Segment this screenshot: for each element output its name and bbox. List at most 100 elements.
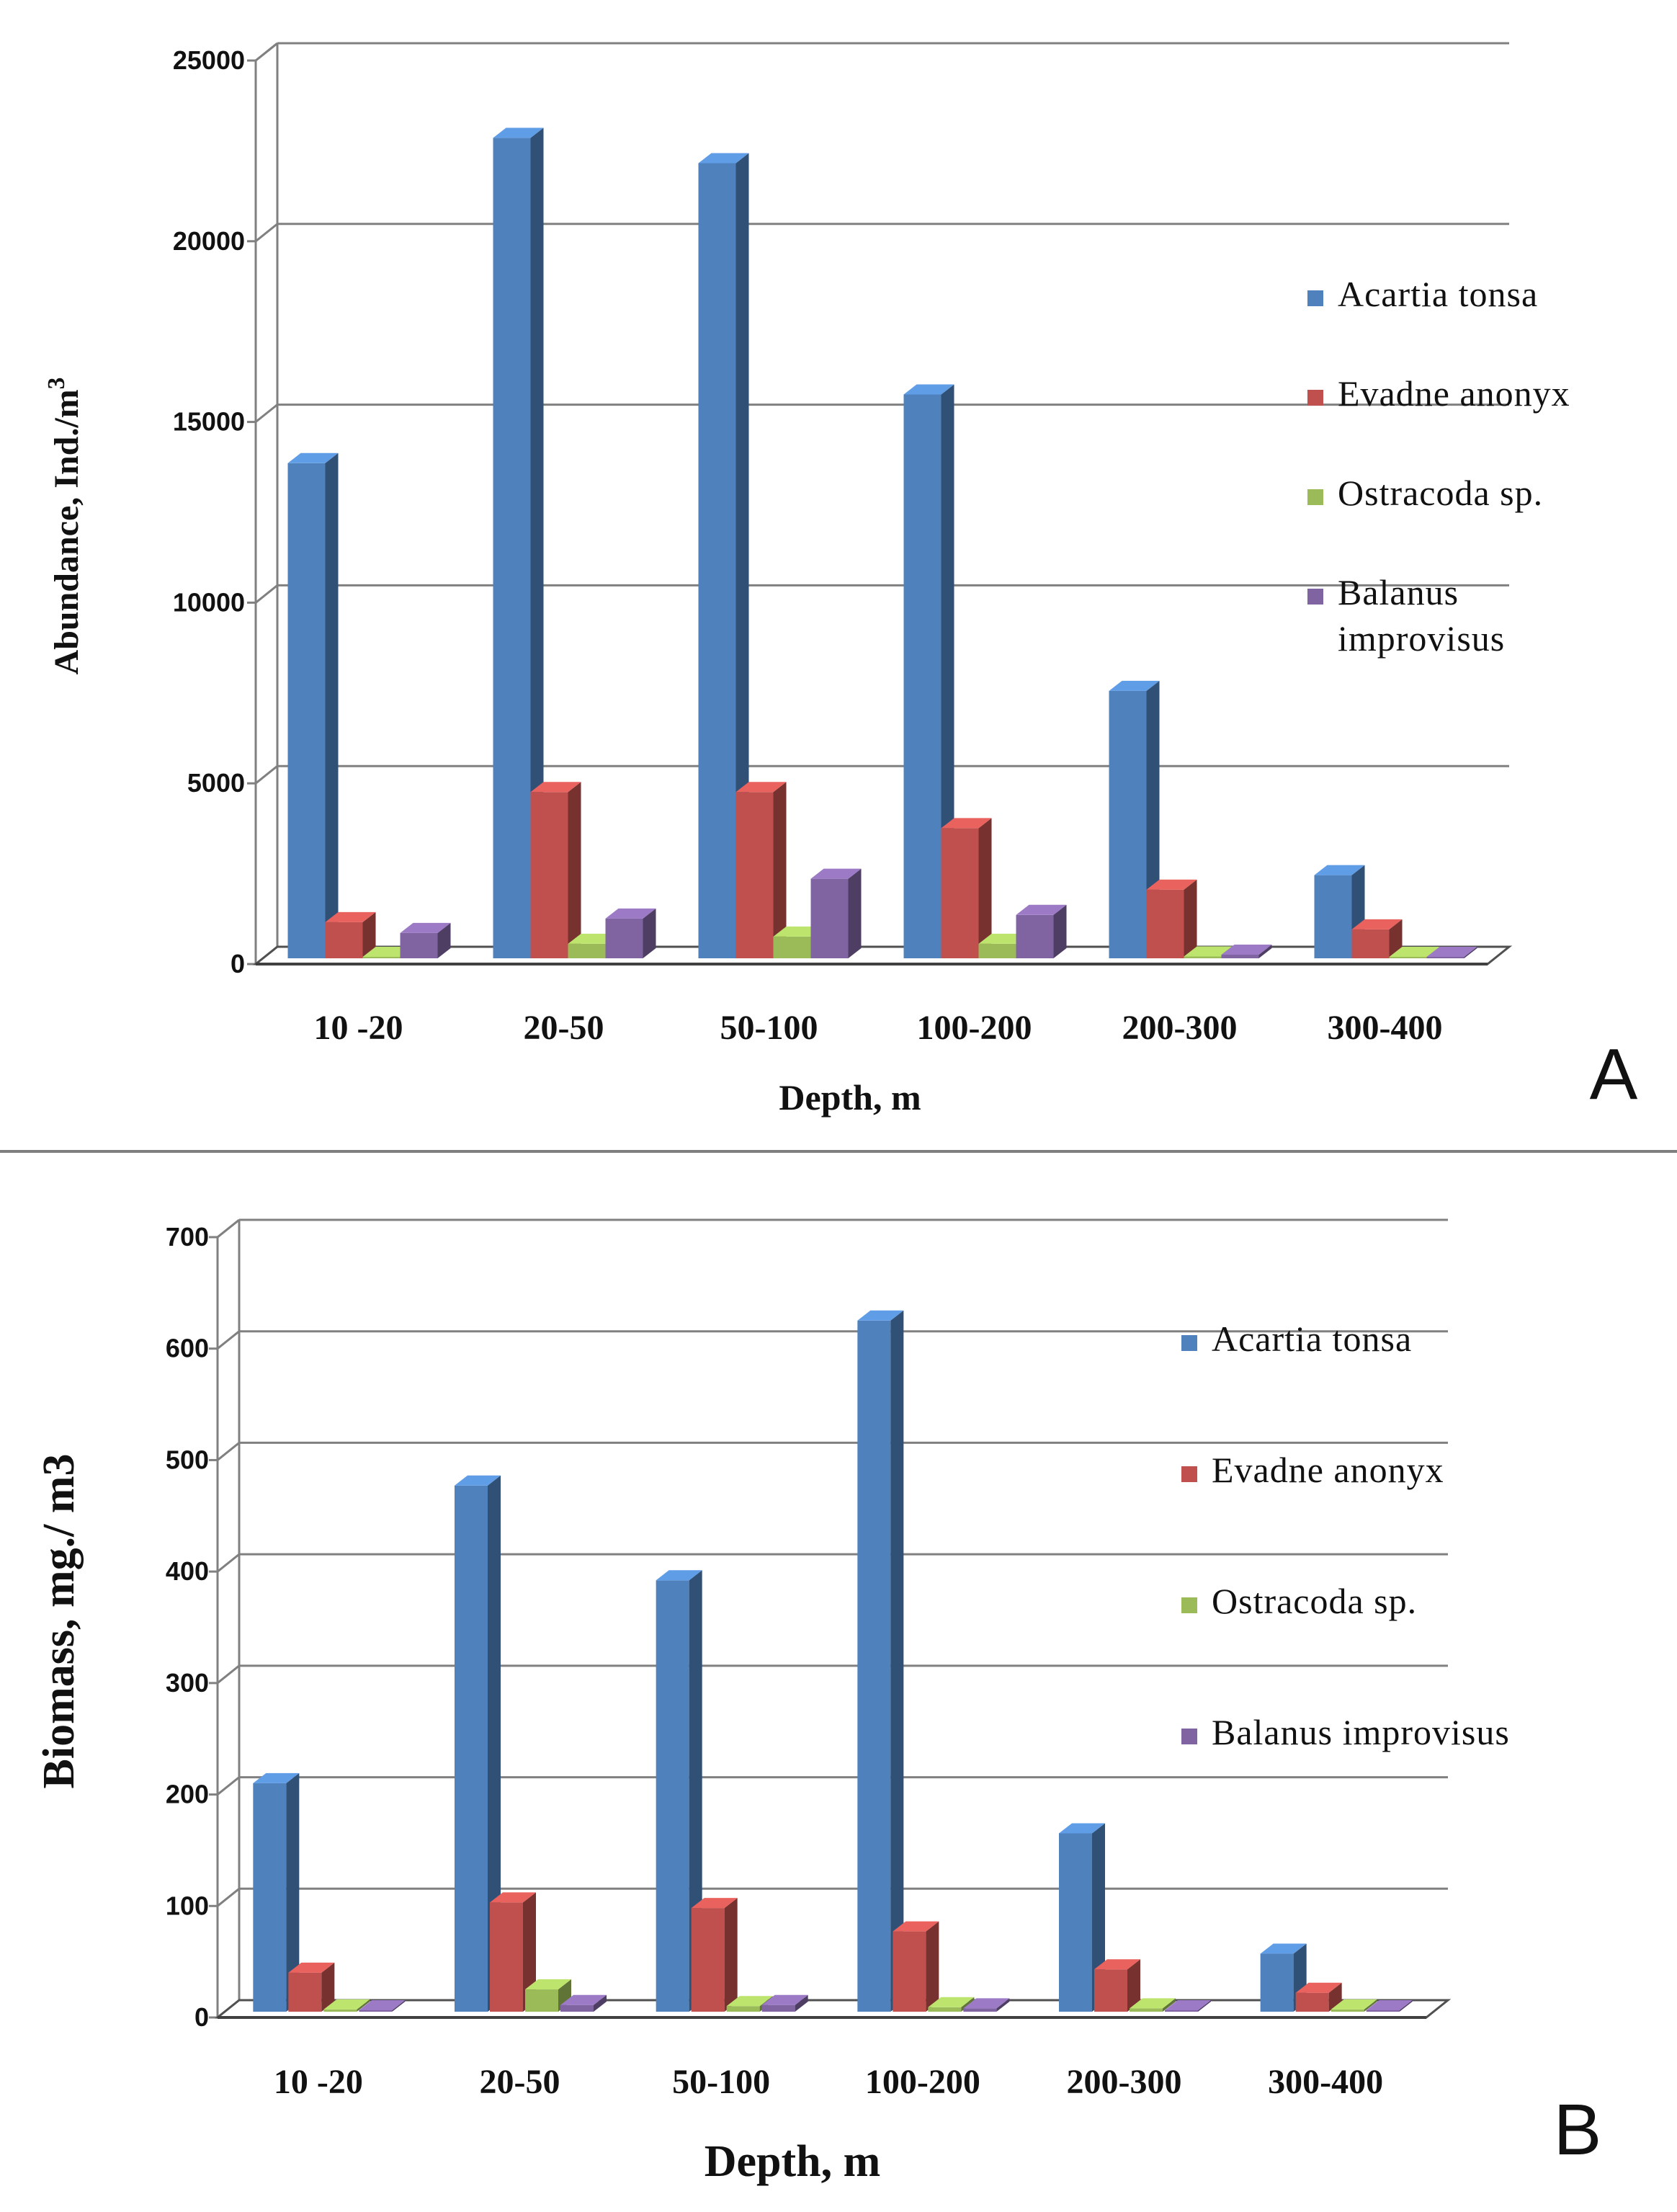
bar-front [761,2004,795,2012]
bar-top [1016,904,1067,915]
bar-front [1260,1953,1294,2012]
bar-top [761,1994,808,2005]
bar-top [1165,2000,1211,2010]
bar-top [1351,919,1403,929]
bar-acartia-tonsa-3 [698,153,749,959]
legend-item-evadne-anonyx: Evadne anonyx [1181,1450,1444,1490]
bar-front [253,1783,287,2012]
y-tick-label: 700 [166,1222,209,1252]
bar-balanus-improvisus-4 [1016,904,1067,958]
legend-swatch [1181,1597,1197,1613]
bar-acartia-tonsa-2 [455,1475,501,2012]
bar-front [928,2007,962,2012]
y-axis-label: Abundance, Ind./m3 [43,378,86,675]
bar-acartia-tonsa-5 [1059,1823,1105,2012]
legend-item-evadne-anonyx: Evadne anonyx [1307,373,1570,414]
bar-top [1389,947,1440,957]
bar-top [903,384,954,395]
bar-front [810,878,849,958]
bar-balanus-improvisus-3 [810,868,862,958]
bar-front [1331,2009,1364,2012]
panel-label: A [1590,1034,1638,1115]
bar-top [1366,2000,1413,2010]
x-axis-label: Depth, m [705,2137,881,2186]
legend-item-ostracoda-sp-: Ostracoda sp. [1307,473,1542,513]
bar-side [735,153,749,959]
bar-acartia-tonsa-3 [656,1570,702,2012]
bar-top [691,1898,738,1909]
gridline-wall [217,1664,240,1685]
bar-evadne-anonyx-2 [530,782,581,958]
y-tick-label: 200 [166,1780,209,1809]
legend-item-ostracoda-sp-: Ostracoda sp. [1181,1581,1417,1621]
bar-top [359,2000,406,2010]
y-tick-label: 5000 [187,768,245,798]
bar-top [325,911,376,922]
bar-top [323,1999,370,2010]
bar-front [1366,2010,1400,2012]
x-tick-label: 10 -20 [314,1009,403,1047]
bar-top [1094,1959,1140,1970]
bar-balanus-improvisus-3 [761,1994,808,2012]
bar-front [359,2010,393,2012]
y-tick-label: 25000 [173,45,245,75]
legend-item-acartia-tonsa: Acartia tonsa [1307,274,1537,314]
y-tick-label: 600 [166,1334,209,1363]
bar-evadne-anonyx-6 [1295,1982,1342,2012]
y-tick-label: 20000 [173,226,245,256]
bar-top [560,1994,607,2005]
bar-top [698,153,749,164]
legend-label: Acartia tonsa [1212,1319,1412,1359]
x-tick-label: 50-100 [672,2063,770,2101]
legend-label: Balanus improvisus [1212,1712,1510,1752]
legend-label: Ostracoda sp. [1212,1581,1417,1621]
bar-evadne-anonyx-5 [1146,879,1197,958]
bar-side [978,818,992,958]
bar-front [1389,957,1427,958]
bar-top [963,1998,1010,2009]
bar-front [857,1320,891,2012]
bar-top [455,1475,501,1486]
x-tick-label: 10 -20 [274,2063,363,2101]
bar-front [605,918,643,958]
bar-evadne-anonyx-5 [1094,1959,1140,2012]
bar-side [996,1998,1010,2012]
bar-side [1258,944,1272,958]
y-tick-label: 500 [166,1445,209,1474]
bar-balanus-improvisus-4 [963,1998,1010,2012]
bar-acartia-tonsa-6 [1260,1943,1307,2012]
panel-label: B [1554,2090,1602,2170]
bar-top [941,818,992,829]
legend-item-balanus-improvisus: Balanus improvisus [1181,1712,1510,1752]
bar-balanus-improvisus-6 [1366,2000,1413,2012]
bar-side [594,1994,607,2012]
bar-front [963,2008,997,2012]
x-tick-label: 20-50 [480,2063,560,2101]
bar-ostracoda-sp--6 [1331,1999,1377,2012]
bar-side [325,452,339,958]
gridline-wall [255,42,278,62]
bar-top [605,908,656,919]
bar-front [362,957,401,958]
bar-front [691,1908,725,2012]
bar-top [288,1962,335,1973]
bar-front [1165,2010,1198,2012]
y-tick-label: 0 [231,949,245,978]
gridline-wall [217,1553,240,1573]
bar-front [893,1931,926,2012]
bar-top [1221,944,1272,955]
bar-acartia-tonsa-5 [1109,680,1160,958]
y-tick-label: 0 [194,2002,209,2032]
bar-top [1146,879,1197,890]
bar-front [1109,690,1147,958]
bar-balanus-improvisus-5 [1221,944,1272,958]
bar-front [288,1972,322,2012]
bar-front [1059,1833,1092,2012]
legend-swatch [1307,489,1323,505]
bar-acartia-tonsa-4 [903,384,954,958]
gridline-wall [217,1776,240,1796]
gridline-wall [255,403,278,423]
bar-top [857,1310,904,1321]
bar-side [1364,1999,1377,2012]
